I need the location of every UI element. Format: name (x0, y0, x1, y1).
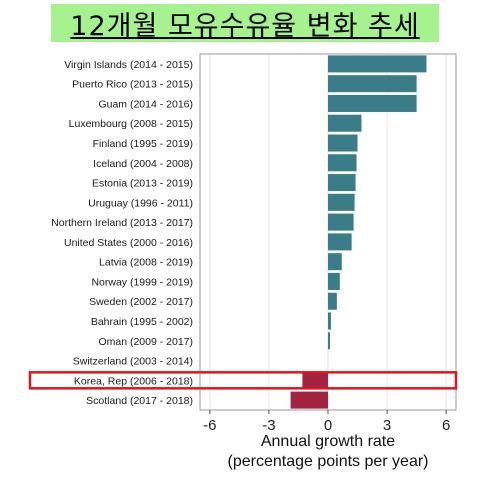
x-tick-label: 6 (442, 417, 450, 434)
bar (328, 332, 330, 350)
category-label: Switzerland (2003 - 2014) (73, 356, 193, 368)
bar (302, 371, 328, 389)
bar (328, 94, 417, 112)
category-label: Finland (1995 - 2019) (93, 138, 193, 150)
bar (328, 312, 331, 330)
category-label: Norway (1999 - 2019) (91, 276, 193, 288)
bar (328, 272, 340, 290)
category-label: United States (2000 - 2016) (64, 237, 193, 249)
title-banner: 12개월 모유수유율 변화 추세 (51, 4, 439, 42)
bar (328, 193, 355, 211)
bar (328, 174, 356, 192)
bar (328, 75, 417, 93)
category-label: Oman (2009 - 2017) (98, 336, 193, 348)
category-label: Estonia (2013 - 2019) (92, 178, 193, 190)
category-label: Guam (2014 - 2016) (98, 98, 193, 110)
category-label: Korea, Rep (2006 - 2018) (74, 375, 193, 387)
highlight-box (28, 371, 458, 390)
category-label: Bahrain (1995 - 2002) (91, 316, 193, 328)
x-tick-label: 0 (324, 417, 332, 434)
category-label: Sweden (2002 - 2017) (89, 296, 193, 308)
category-label: Virgin Islands (2014 - 2015) (64, 59, 193, 71)
x-axis-title: Annual growth rate (261, 433, 395, 450)
bar (328, 213, 354, 231)
bar (328, 134, 358, 152)
category-label: Iceland (2004 - 2008) (93, 158, 193, 170)
category-label: Puerto Rico (2013 - 2015) (72, 79, 193, 91)
bar (290, 391, 328, 409)
category-label: Scotland (2017 - 2018) (86, 395, 193, 407)
page-title: 12개월 모유수유율 변화 추세 (70, 10, 420, 42)
bar (328, 114, 362, 132)
bar (328, 154, 357, 172)
x-tick-label: 3 (383, 417, 391, 434)
category-label: Uruguay (1996 - 2011) (88, 197, 193, 209)
category-label: Luxembourg (2008 - 2015) (69, 118, 193, 130)
bar (328, 233, 352, 251)
x-tick-label: -6 (203, 417, 216, 434)
x-axis-title: (percentage points per year) (228, 453, 429, 470)
category-label: Latvia (2008 - 2019) (99, 257, 193, 269)
bar (328, 55, 427, 73)
category-label: Northern Ireland (2013 - 2017) (51, 217, 193, 229)
bar (328, 253, 342, 271)
bar (328, 292, 337, 310)
x-tick-label: -3 (262, 417, 275, 434)
